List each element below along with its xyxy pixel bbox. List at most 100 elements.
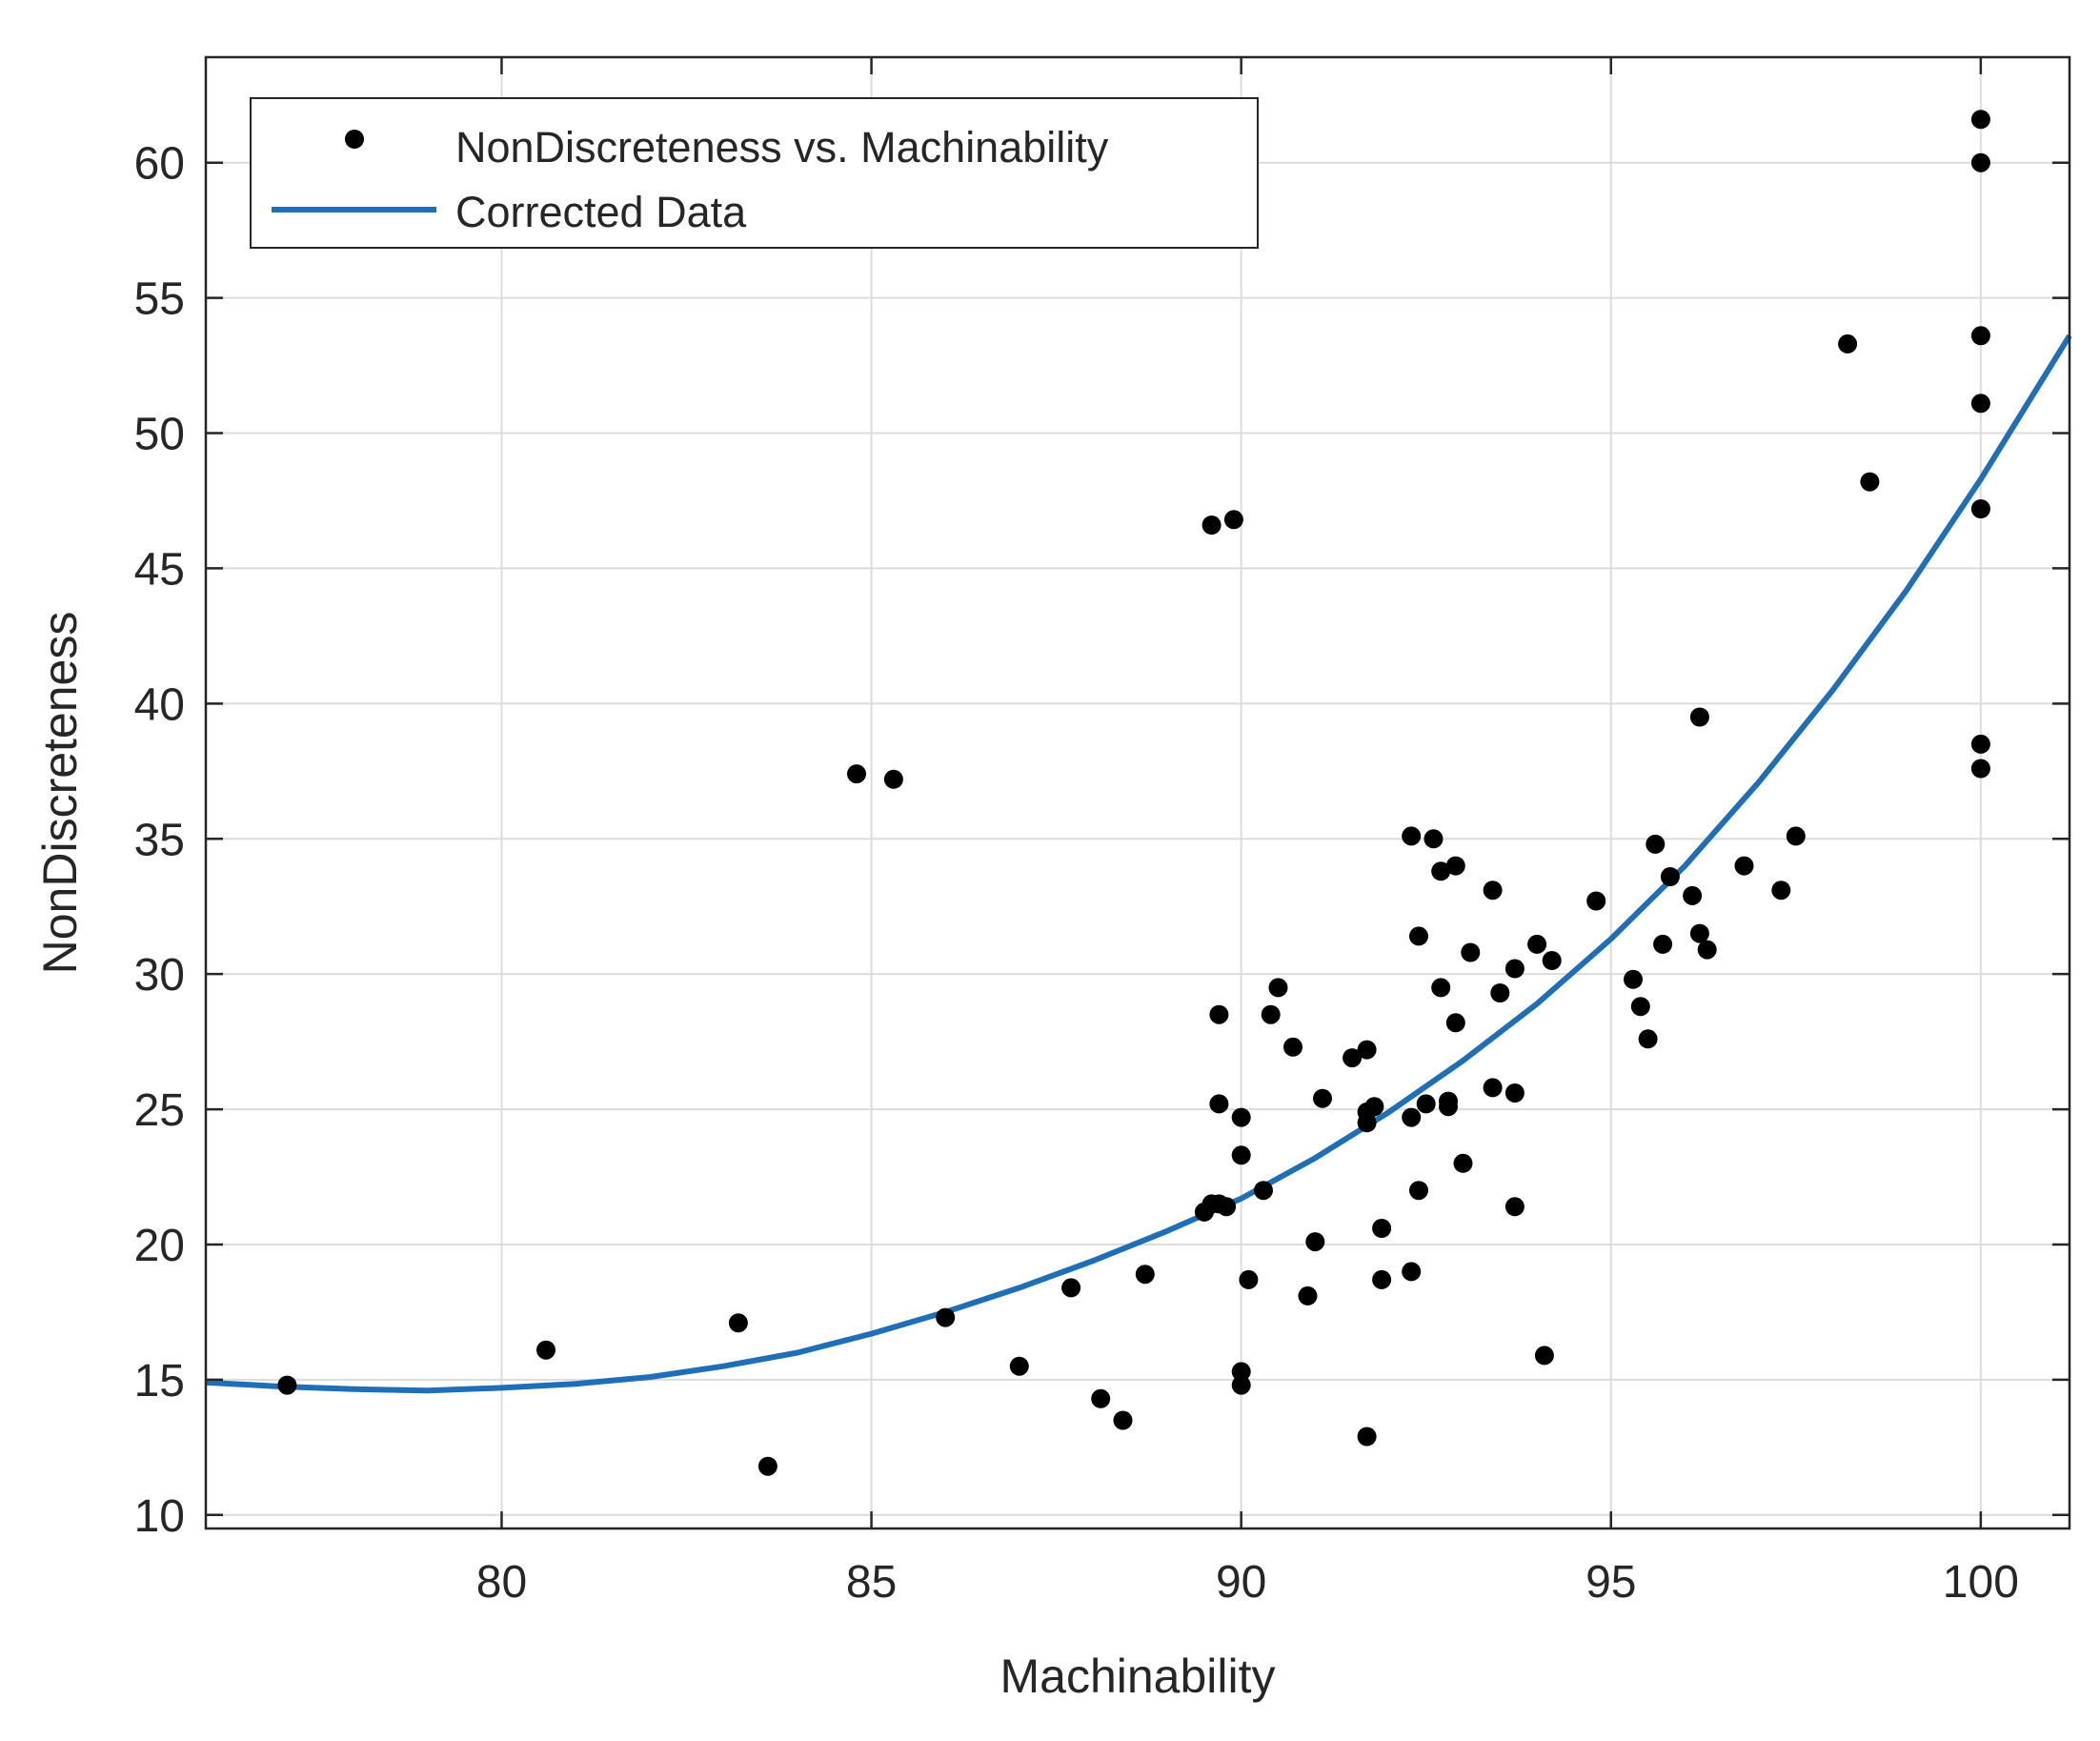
data-point — [1343, 1048, 1363, 1068]
data-point — [1504, 1083, 1525, 1103]
y-tick-label: 45 — [134, 544, 185, 595]
data-point — [1135, 1265, 1155, 1285]
data-point — [1402, 1262, 1422, 1282]
grid — [206, 57, 2070, 1528]
data-point — [1231, 1375, 1251, 1395]
data-point — [1786, 826, 1806, 846]
x-tick-label: 90 — [1216, 1557, 1266, 1608]
data-point — [1453, 1153, 1473, 1173]
data-point — [1201, 516, 1222, 535]
y-tick-label: 35 — [134, 815, 185, 865]
data-point — [1970, 499, 1990, 518]
data-point — [536, 1340, 555, 1360]
y-tick-label: 50 — [134, 410, 185, 460]
data-point — [1771, 881, 1791, 901]
data-point — [1091, 1388, 1111, 1408]
data-point — [1504, 959, 1525, 979]
data-point — [1372, 1219, 1392, 1238]
data-point — [1372, 1269, 1392, 1289]
legend-label-curve: Corrected Data — [455, 188, 747, 236]
data-point — [1630, 997, 1650, 1017]
data-point — [1838, 334, 1858, 354]
y-tick-label: 55 — [134, 274, 185, 325]
legend-box — [250, 97, 1259, 249]
ticks-layer: 80 85 90 95 100 10 15 20 25 30 35 40 45 50 55 60 — [134, 57, 2070, 1608]
data-point — [1490, 983, 1510, 1002]
data-point — [1283, 1037, 1302, 1057]
data-point — [757, 1456, 777, 1476]
x-tick-label: 80 — [476, 1557, 527, 1608]
data-point — [1697, 940, 1717, 960]
data-point — [1009, 1356, 1029, 1376]
data-point — [1239, 1269, 1259, 1289]
data-point — [847, 764, 866, 784]
y-tick-label: 20 — [134, 1221, 185, 1271]
data-point — [1402, 826, 1422, 846]
legend-label-scatter: NonDiscreteness vs. Machinability — [455, 123, 1109, 172]
data-point — [1231, 1362, 1251, 1382]
data-point — [1261, 1004, 1281, 1024]
fit-curve — [205, 334, 2072, 1394]
data-point — [277, 1375, 297, 1395]
data-point — [1424, 829, 1444, 849]
data-point — [1313, 1088, 1332, 1108]
x-tick-label: 95 — [1585, 1557, 1636, 1608]
data-point — [1683, 885, 1703, 905]
data-point — [1113, 1410, 1133, 1430]
data-point — [1504, 1197, 1525, 1217]
data-point — [1439, 1091, 1458, 1111]
data-point — [1357, 1427, 1377, 1447]
data-point — [1638, 1029, 1658, 1049]
x-axis-title: Machinability — [1000, 1650, 1275, 1703]
y-tick-label: 10 — [134, 1491, 185, 1542]
legend-marker-icon — [345, 130, 364, 149]
data-point — [1534, 1346, 1554, 1366]
y-tick-label: 40 — [134, 679, 185, 730]
data-point — [1970, 152, 1990, 172]
data-point — [1409, 1181, 1428, 1201]
data-point — [1483, 1078, 1503, 1098]
data-point — [1445, 856, 1465, 876]
y-axis-title: NonDiscreteness — [33, 612, 87, 975]
data-point — [1483, 881, 1503, 901]
data-point — [1305, 1232, 1325, 1252]
y-tick-label: 15 — [134, 1356, 185, 1407]
curve-layer — [205, 334, 2072, 1394]
data-point — [1653, 934, 1673, 954]
data-point — [1970, 734, 1990, 754]
data-point — [883, 769, 903, 789]
y-tick-label: 25 — [134, 1085, 185, 1136]
x-tick-label: 85 — [846, 1557, 897, 1608]
data-point — [1461, 942, 1481, 962]
data-point — [1970, 394, 1990, 414]
data-point — [1431, 861, 1451, 881]
points-layer — [277, 110, 1990, 1476]
data-point — [1734, 856, 1754, 876]
data-point — [1217, 1197, 1237, 1217]
data-point — [728, 1313, 748, 1333]
data-point — [1061, 1278, 1081, 1298]
data-point — [1231, 1107, 1251, 1127]
data-point — [1431, 978, 1451, 998]
data-point — [1646, 834, 1666, 854]
data-point — [1298, 1286, 1318, 1306]
data-point — [1689, 707, 1709, 727]
data-point — [1970, 110, 1990, 130]
data-point — [936, 1307, 956, 1327]
data-point — [1445, 1013, 1465, 1033]
data-point — [1689, 923, 1709, 943]
data-point — [1970, 759, 1990, 779]
data-point — [1209, 1004, 1229, 1024]
data-point — [1231, 1145, 1251, 1165]
data-point — [1970, 326, 1990, 346]
legend: NonDiscreteness vs. Machinability Correc… — [250, 97, 1259, 249]
data-point — [1357, 1040, 1377, 1060]
data-point — [1542, 951, 1562, 970]
data-point — [1357, 1113, 1377, 1133]
x-tick-label: 100 — [1943, 1557, 2019, 1608]
data-point — [1416, 1094, 1436, 1114]
y-tick-label: 60 — [134, 139, 185, 190]
data-point — [1586, 891, 1606, 911]
